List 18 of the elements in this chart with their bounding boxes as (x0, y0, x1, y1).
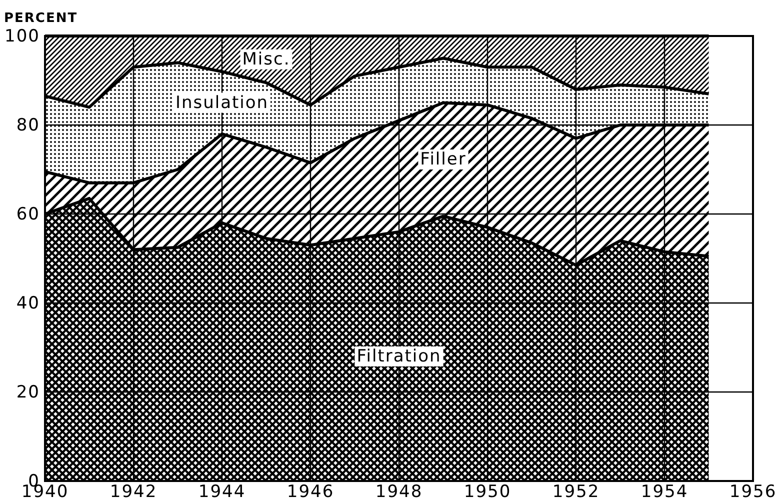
x-tick-label: 1952 (552, 482, 600, 502)
series-label: Misc. (242, 49, 290, 70)
y-tick-label: 20 (16, 382, 40, 402)
y-tick-label: 80 (16, 115, 40, 136)
x-tick-label: 1944 (198, 482, 246, 502)
y-tick-label: 100 (4, 26, 40, 46)
series-label: Insulation (175, 92, 269, 113)
series-label: Filtration (356, 346, 442, 366)
y-tick-label: 60 (16, 204, 40, 224)
x-tick-label: 1942 (110, 482, 158, 502)
x-tick-label: 1948 (375, 482, 423, 502)
series-label: Filler (420, 149, 466, 170)
x-tick-label: 1950 (464, 482, 512, 502)
x-tick-label: 1954 (640, 482, 688, 502)
y-axis-title: PERCENT (4, 11, 78, 26)
x-tick-label: 1956 (729, 482, 777, 502)
x-tick-label: 1946 (286, 482, 334, 502)
y-tick-label: 40 (16, 293, 40, 314)
